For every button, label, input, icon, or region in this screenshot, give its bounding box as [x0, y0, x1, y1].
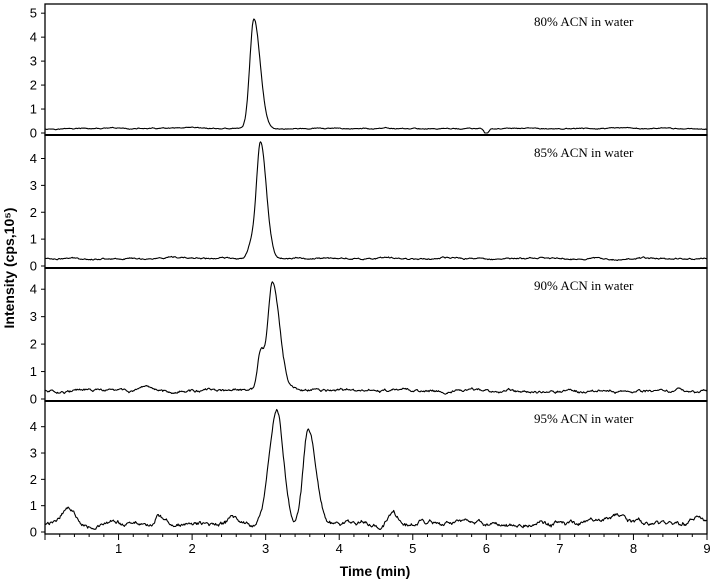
y-tick-label: 4 — [30, 30, 37, 45]
chromatogram-trace — [44, 408, 708, 531]
x-tick-label: 5 — [409, 541, 416, 556]
x-axis: 1 2 3 4 5 6 7 8 9 — [44, 534, 711, 556]
y-tick-label: 0 — [30, 126, 37, 141]
y-axis-title: Intensity (cps,10⁵) — [1, 208, 17, 329]
x-tick-label: 3 — [262, 541, 269, 556]
y-tick-label: 1 — [30, 102, 37, 117]
y-tick-label: 2 — [30, 337, 37, 352]
y-tick-label: 0 — [30, 259, 37, 274]
x-axis-title: Time (min) — [340, 563, 411, 579]
y-tick-label: 1 — [30, 498, 37, 513]
y-tick-label: 1 — [30, 232, 37, 247]
panel-label: 80% ACN in water — [534, 14, 634, 29]
panel-label: 85% ACN in water — [534, 145, 634, 160]
x-tick-label: 2 — [188, 541, 195, 556]
y-tick-label: 3 — [30, 309, 37, 324]
y-tick-label: 5 — [30, 6, 37, 21]
y-tick-label: 3 — [30, 446, 37, 461]
chromatogram-trace — [44, 141, 708, 262]
y-tick-label: 2 — [30, 472, 37, 487]
chromatogram-panel: 0 1 2 3 4 85% ACN in water — [30, 134, 708, 274]
x-tick-label: 1 — [115, 541, 122, 556]
x-tick-label: 7 — [556, 541, 563, 556]
y-tick-label: 0 — [30, 392, 37, 407]
chromatogram-panel: 0 1 2 3 4 95% ACN in water — [30, 400, 708, 540]
y-tick-label: 2 — [30, 78, 37, 93]
panels-group: 0 1 2 3 4 5 80% ACN in water 0 1 2 3 4 85% ACN in wa… — [30, 3, 708, 540]
y-tick-label: 4 — [30, 151, 37, 166]
chromatogram-panel: 0 1 2 3 4 90% ACN in water — [30, 267, 708, 407]
x-tick-label: 8 — [630, 541, 637, 556]
y-tick-label: 4 — [30, 419, 37, 434]
x-tick-label: 6 — [483, 541, 490, 556]
panel-label: 90% ACN in water — [534, 278, 634, 293]
y-tick-label: 1 — [30, 364, 37, 379]
x-tick-label: 4 — [336, 541, 343, 556]
y-tick-label: 2 — [30, 205, 37, 220]
y-tick-label: 0 — [30, 525, 37, 540]
x-tick-label: 9 — [703, 541, 710, 556]
y-tick-label: 3 — [30, 54, 37, 69]
panel-label: 95% ACN in water — [534, 411, 634, 426]
chromatogram-trace — [44, 281, 708, 395]
chromatogram-panel: 0 1 2 3 4 5 80% ACN in water — [30, 3, 708, 141]
y-tick-label: 3 — [30, 178, 37, 193]
y-tick-label: 4 — [30, 282, 37, 297]
chromatogram-trace — [44, 18, 708, 134]
